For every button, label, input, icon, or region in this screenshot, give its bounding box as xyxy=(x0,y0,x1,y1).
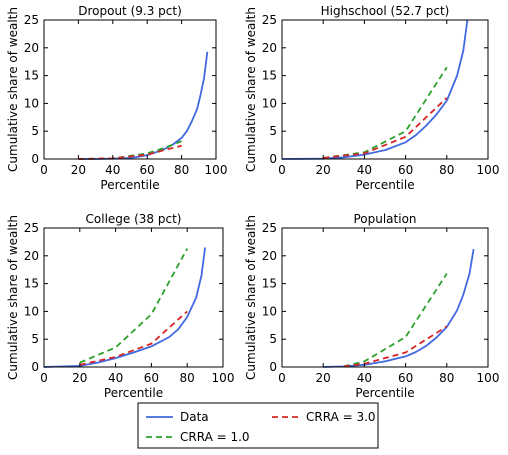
panel-3-xtick-label: 0 xyxy=(40,371,48,385)
panel-1-ytick-label: 5 xyxy=(31,124,39,138)
panel-3-xtick-label: 60 xyxy=(144,371,159,385)
panel-3-ytick-label: 0 xyxy=(31,360,39,374)
panel-4-xtick-label: 20 xyxy=(316,371,331,385)
panel-1-frame xyxy=(43,19,217,160)
panel-4-series-crra-3-0 xyxy=(343,325,448,368)
panel-4-ytick-label: 20 xyxy=(262,249,277,263)
panel-4-frame xyxy=(281,227,489,368)
panel-4-ytick-label: 5 xyxy=(269,332,277,346)
panel-2-xtick-label: 80 xyxy=(439,163,454,177)
panel-3-title: College (38 pct) xyxy=(86,212,182,226)
panel-3-ytick-label: 10 xyxy=(24,304,39,318)
panel-4-xtick-label: 100 xyxy=(477,371,500,385)
panel-4-ylabel: Cumulative share of wealth xyxy=(244,215,258,380)
panel-3-xtick-label: 80 xyxy=(180,371,195,385)
panel-2-frame xyxy=(281,19,489,160)
panel-4-xtick-label: 60 xyxy=(398,371,413,385)
panel-2-xtick-label: 20 xyxy=(316,163,331,177)
panel-1-ytick-label: 15 xyxy=(24,69,39,83)
panel-4-series-data xyxy=(323,248,475,368)
panel-2-xtick-label: 40 xyxy=(357,163,372,177)
panel-2-series-crra-3-0 xyxy=(323,97,448,159)
panel-3-ytick-label: 15 xyxy=(24,277,39,291)
panel-3-series-crra-1-0 xyxy=(79,248,188,364)
panel-4-ytick-label: 10 xyxy=(262,304,277,318)
panel-2-xlabel: Percentile xyxy=(355,178,414,192)
panel-1-ytick-label: 25 xyxy=(24,13,39,27)
panel-1-ytick-label: 10 xyxy=(24,96,39,110)
legend-box xyxy=(137,402,379,449)
panel-2-ytick-label: 15 xyxy=(262,69,277,83)
panel-3-xtick-label: 20 xyxy=(72,371,87,385)
panel-3-xtick-label: 100 xyxy=(212,371,235,385)
legend-label-crra-3-0: CRRA = 3.0 xyxy=(306,410,376,424)
panel-1-ytick-label: 0 xyxy=(31,152,39,166)
panel-2-title: Highschool (52.7 pct) xyxy=(321,4,450,18)
panel-1-title: Dropout (9.3 pct) xyxy=(78,4,182,18)
panel-2-series-data xyxy=(281,19,469,160)
panel-1-series-data xyxy=(78,51,209,160)
panel-3-xlabel: Percentile xyxy=(104,386,163,400)
panel-1-xtick-label: 0 xyxy=(40,163,48,177)
panel-4-xlabel: Percentile xyxy=(355,386,414,400)
panel-1-xtick-label: 40 xyxy=(105,163,120,177)
panel-2-xtick-label: 60 xyxy=(398,163,413,177)
panel-2-ytick-label: 0 xyxy=(269,152,277,166)
panel-3-ytick-label: 20 xyxy=(24,249,39,263)
panel-2-ytick-label: 10 xyxy=(262,96,277,110)
panel-4-xtick-label: 0 xyxy=(278,371,286,385)
panel-2-ytick-label: 25 xyxy=(262,13,277,27)
panel-4-xtick-label: 40 xyxy=(357,371,372,385)
panel-3-frame xyxy=(43,227,224,368)
panel-3-series-data xyxy=(43,247,206,368)
panel-2-xtick-label: 100 xyxy=(477,163,500,177)
panel-1-xtick-label: 100 xyxy=(205,163,228,177)
legend-label-crra-1-0: CRRA = 1.0 xyxy=(180,430,250,444)
panel-4-xtick-label: 80 xyxy=(439,371,454,385)
panel-4-series-crra-1-0 xyxy=(343,273,448,368)
panel-2-xtick-label: 0 xyxy=(278,163,286,177)
panel-1-xlabel: Percentile xyxy=(100,178,159,192)
panel-4-ytick-label: 15 xyxy=(262,277,277,291)
panel-1-xtick-label: 20 xyxy=(71,163,86,177)
legend-label-data: Data xyxy=(180,410,209,424)
panel-3-xtick-label: 40 xyxy=(108,371,123,385)
panel-3-ytick-label: 25 xyxy=(24,221,39,235)
panel-4-title: Population xyxy=(353,212,416,226)
panel-1-ylabel: Cumulative share of wealth xyxy=(6,7,20,172)
panel-2-ytick-label: 20 xyxy=(262,41,277,55)
panel-1-ytick-label: 20 xyxy=(24,41,39,55)
panel-3-series-crra-3-0 xyxy=(79,310,188,366)
panel-1-xtick-label: 60 xyxy=(140,163,155,177)
panel-2-ytick-label: 5 xyxy=(269,124,277,138)
panel-3-ytick-label: 5 xyxy=(31,332,39,346)
panel-3-ylabel: Cumulative share of wealth xyxy=(6,215,20,380)
panel-1-xtick-label: 80 xyxy=(174,163,189,177)
panel-4-ytick-label: 25 xyxy=(262,221,277,235)
panel-2-ylabel: Cumulative share of wealth xyxy=(244,7,258,172)
panel-4-ytick-label: 0 xyxy=(269,360,277,374)
